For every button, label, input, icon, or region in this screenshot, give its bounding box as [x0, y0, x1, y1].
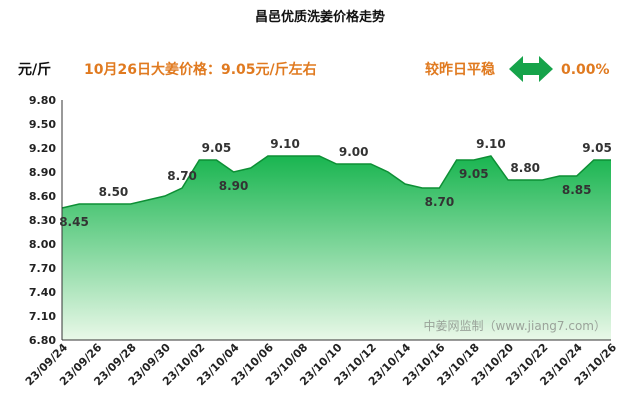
data-label: 9.10	[270, 137, 300, 151]
y-axis: 6.80 7.10 7.40 7.70 8.00 8.30 8.60 8.90 9.20 9.50…	[29, 94, 56, 347]
y-tick-label: 8.60	[29, 190, 56, 203]
data-label: 9.10	[476, 137, 506, 151]
y-tick-label: 8.00	[29, 238, 56, 251]
data-label: 9.05	[202, 141, 232, 155]
y-tick-label: 8.30	[29, 214, 56, 227]
price-area	[62, 156, 611, 340]
y-tick-label: 6.80	[29, 334, 56, 347]
compare-info: 较昨日平稳	[425, 61, 495, 78]
y-tick-label: 7.10	[29, 310, 56, 323]
data-label: 8.45	[59, 215, 89, 229]
y-tick-label: 7.70	[29, 262, 56, 275]
y-tick-label: 9.80	[29, 94, 56, 107]
x-axis: 23/09/2423/09/2623/09/2823/09/3023/10/02…	[23, 341, 620, 389]
y-axis-unit: 元/斤	[18, 61, 51, 78]
y-tick-label: 8.90	[29, 166, 56, 179]
data-label: 9.05	[459, 167, 489, 181]
double-arrow-icon	[509, 56, 553, 82]
data-label: 8.70	[167, 169, 197, 183]
data-label: 8.90	[219, 179, 249, 193]
data-label: 8.70	[425, 195, 455, 209]
price-info: 10月26日大姜价格：9.05元/斤左右	[84, 61, 317, 78]
data-label: 8.85	[562, 183, 592, 197]
data-label: 8.50	[99, 185, 129, 199]
chart-title: 昌邑优质洗姜价格走势	[255, 9, 385, 25]
data-label: 8.80	[510, 161, 540, 175]
y-tick-label: 7.40	[29, 286, 56, 299]
data-label: 9.00	[339, 145, 369, 159]
y-tick-label: 9.20	[29, 142, 56, 155]
y-tick-label: 9.50	[29, 118, 56, 131]
data-labels: 8.45 8.50 8.70 9.05 8.90 9.10 9.00 8.70 9.05 9.10…	[59, 137, 612, 229]
watermark: 中姜网监制（www.jiang7.com）	[424, 318, 606, 333]
change-percent: 0.00%	[561, 62, 610, 78]
plot-area	[61, 100, 611, 341]
price-line	[61, 155, 611, 209]
data-label: 9.05	[582, 141, 612, 155]
